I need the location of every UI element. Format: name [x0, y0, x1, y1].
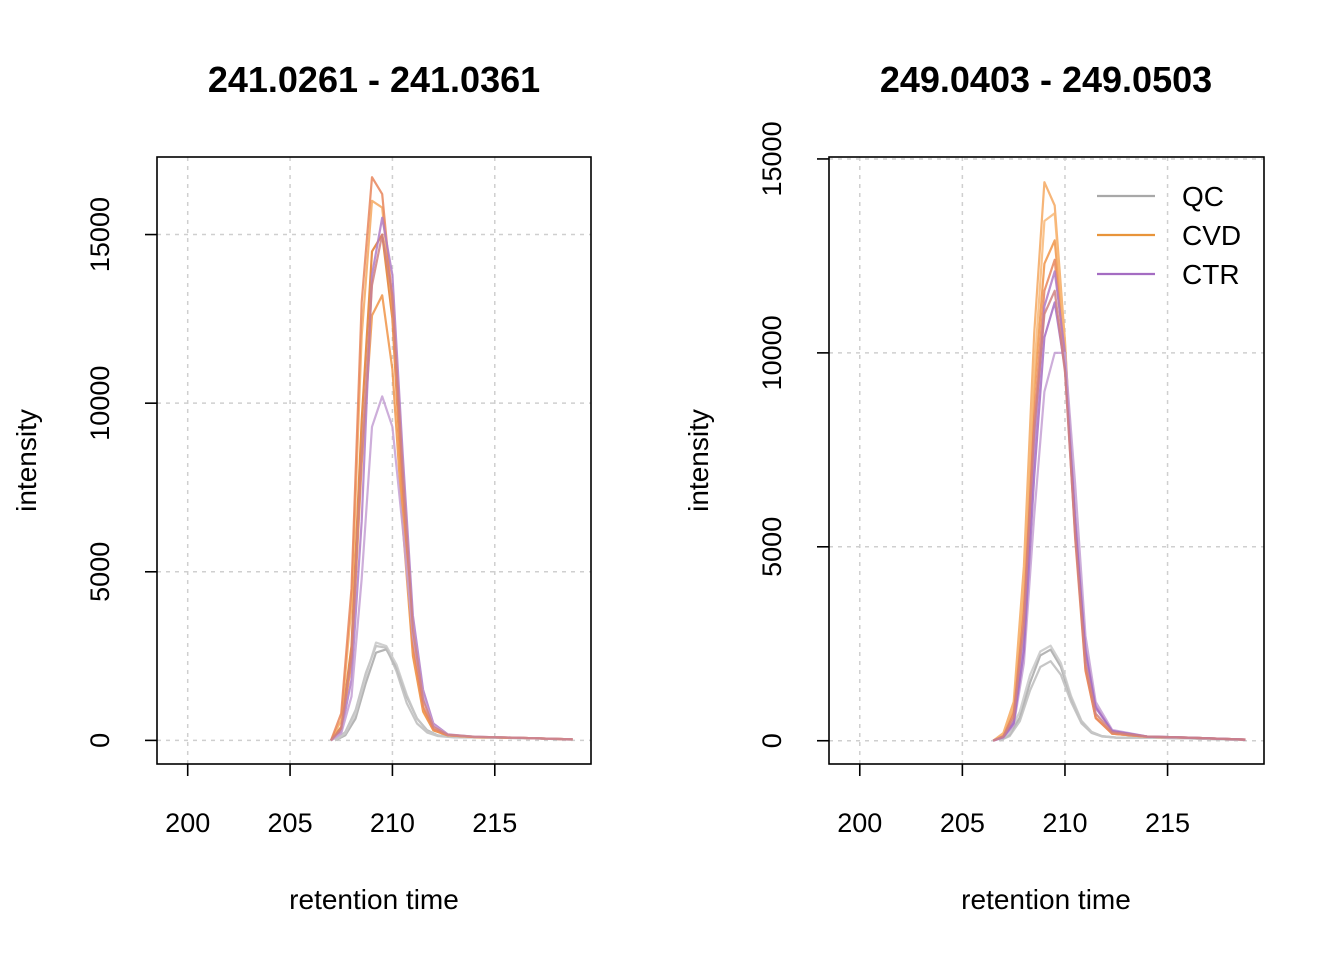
- y-axis: 0 5000 10000 15000: [757, 121, 829, 748]
- y-axis-label: intensity: [683, 409, 714, 512]
- series-line-ctr-9: [330, 233, 573, 742]
- series-line-qc-1: [998, 660, 1246, 742]
- x-tick-label: 215: [472, 808, 517, 838]
- legend-label-ctr: CTR: [1182, 259, 1240, 290]
- series-line-qc-2: [998, 644, 1246, 742]
- series-line-cvd-5: [330, 199, 573, 741]
- y-tick-label: 0: [85, 733, 115, 748]
- y-tick-label: 10000: [85, 366, 115, 441]
- series-line-ctr-10: [992, 289, 1246, 742]
- series-line-qc-2: [334, 641, 573, 742]
- series-line-ctr-8: [330, 395, 573, 742]
- grid: [829, 157, 1264, 764]
- y-axis: 0 5000 10000 15000: [85, 197, 157, 748]
- x-axis-label: retention time: [961, 884, 1131, 915]
- y-tick-label: 15000: [757, 121, 787, 196]
- series-group: [992, 181, 1246, 742]
- x-axis: 200 205 210 215: [165, 764, 517, 838]
- legend-label-cvd: CVD: [1182, 220, 1241, 251]
- chart-title: 249.0403 - 249.0503: [880, 59, 1212, 100]
- chart-panel-left: 200 205 210 215 0 5000 10000 15000 241.0261 - 24…: [11, 59, 592, 915]
- legend: QC CVD CTR: [1097, 181, 1241, 290]
- y-tick-label: 0: [757, 733, 787, 748]
- y-tick-label: 10000: [757, 315, 787, 390]
- y-tick-label: 15000: [85, 197, 115, 272]
- plot-frame: [156, 156, 592, 765]
- y-tick-label: 5000: [757, 517, 787, 577]
- grid: [157, 157, 591, 764]
- x-axis: 200 205 210 215: [837, 764, 1190, 838]
- chart-title: 241.0261 - 241.0361: [208, 59, 540, 100]
- x-tick-label: 210: [1042, 808, 1087, 838]
- y-axis-label: intensity: [11, 409, 42, 512]
- x-tick-label: 205: [940, 808, 985, 838]
- series-line-ctr-7: [330, 216, 573, 742]
- legend-label-qc: QC: [1182, 181, 1224, 212]
- chart-panel-right: 200 205 210 215 0 5000 10000 15000 249.0403 - 24…: [683, 59, 1265, 915]
- x-tick-label: 200: [837, 808, 882, 838]
- x-tick-label: 215: [1145, 808, 1190, 838]
- x-tick-label: 205: [268, 808, 313, 838]
- x-axis-label: retention time: [289, 884, 459, 915]
- series-group: [329, 176, 573, 742]
- x-tick-label: 210: [370, 808, 415, 838]
- plot-frame: [828, 156, 1265, 765]
- y-tick-label: 5000: [85, 542, 115, 602]
- x-tick-label: 200: [165, 808, 210, 838]
